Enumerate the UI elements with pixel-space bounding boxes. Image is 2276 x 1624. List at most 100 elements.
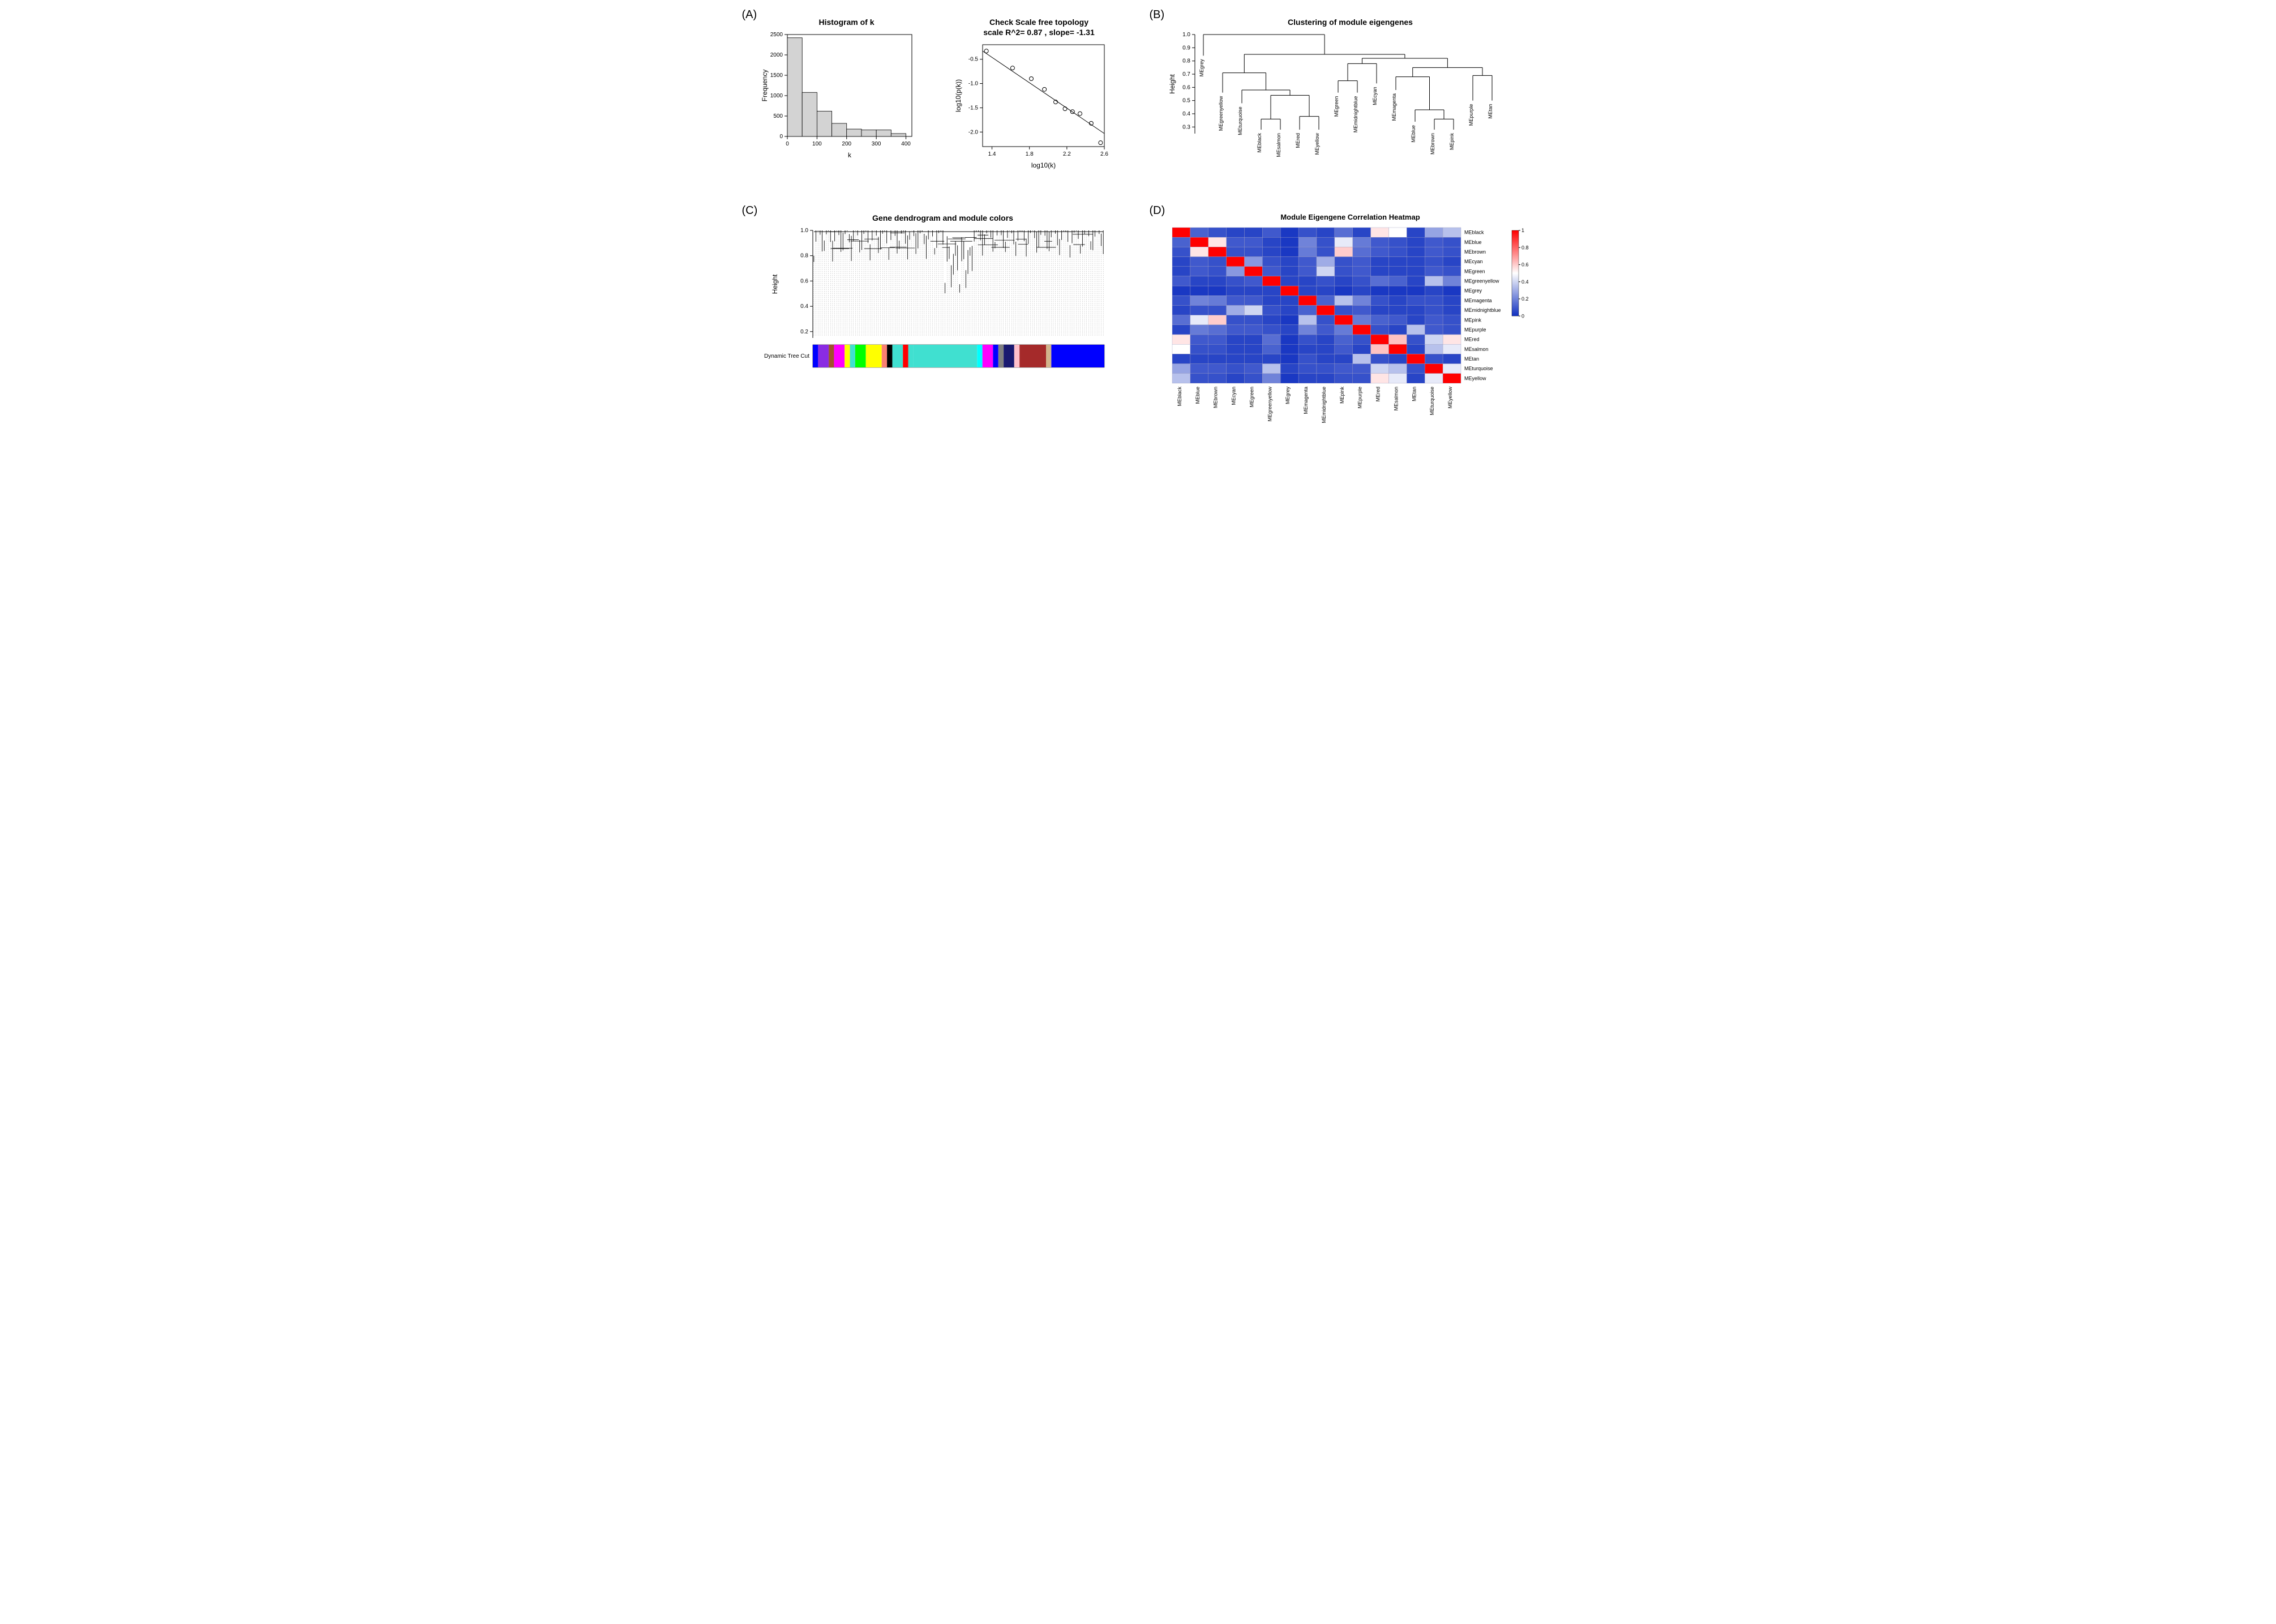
svg-text:k: k [848,151,852,159]
panel-a: (A) Histogram of k 0 100 200 300 400 0 500 1000… [742,11,1127,190]
svg-text:MEyellow: MEyellow [1447,387,1453,409]
svg-text:0.3: 0.3 [1182,125,1190,131]
panel-c: (C) Gene dendrogram and module colors 0.… [742,207,1127,429]
svg-text:MEtan: MEtan [1464,356,1479,362]
svg-text:1000: 1000 [770,93,783,99]
svg-text:MEblue: MEblue [1464,239,1482,245]
histogram-svg: 0 100 200 300 400 0 500 1000 1500 2000 2500 k Freque… [759,32,918,162]
svg-text:MEmagenta: MEmagenta [1391,93,1397,121]
svg-text:MEbrown: MEbrown [1464,249,1486,255]
scatter-title: Check Scale free topology scale R^2= 0.8… [951,17,1127,37]
scatter-chart: Check Scale free topology scale R^2= 0.8… [951,17,1127,172]
histogram-title: Histogram of k [759,17,935,27]
svg-text:Frequency: Frequency [761,70,769,102]
svg-text:MEpink: MEpink [1449,133,1455,151]
svg-text:MEgrey: MEgrey [1199,59,1205,77]
panel-c-label: (C) [742,204,758,217]
svg-text:200: 200 [842,141,851,147]
svg-text:0.4: 0.4 [800,303,808,310]
svg-text:1: 1 [1521,228,1524,233]
dendrogram-c-svg: 0.2 0.4 0.6 0.8 1.0 Height Dynamic Tree Cut [759,228,1110,397]
svg-text:1.4: 1.4 [988,151,996,157]
svg-text:MEred: MEred [1464,337,1480,342]
panel-b-label: (B) [1150,8,1165,22]
panel-d-label: (D) [1150,204,1165,217]
svg-text:2.2: 2.2 [1062,151,1070,157]
svg-text:500: 500 [773,113,783,119]
svg-text:MEgreen: MEgreen [1249,387,1254,408]
svg-text:0.9: 0.9 [1182,45,1190,52]
svg-text:1.8: 1.8 [1025,151,1033,157]
svg-text:MEyellow: MEyellow [1314,133,1320,155]
svg-text:0.8: 0.8 [800,253,808,259]
svg-text:0.4: 0.4 [1182,111,1190,117]
panel-b-title: Clustering of module eigengenes [1167,17,1535,27]
svg-text:0.4: 0.4 [1521,279,1529,285]
svg-text:0.8: 0.8 [1182,58,1190,65]
svg-text:MEpink: MEpink [1464,317,1482,323]
svg-text:MEmagenta: MEmagenta [1464,298,1492,303]
svg-text:MEgreenyellow: MEgreenyellow [1464,278,1499,284]
svg-text:MEgreenyellow: MEgreenyellow [1218,96,1224,131]
svg-text:0.6: 0.6 [1521,262,1529,268]
svg-text:2.6: 2.6 [1100,151,1108,157]
svg-text:Height: Height [1168,74,1176,94]
svg-text:2000: 2000 [770,52,783,58]
scatter-svg: 1.41.82.22.6-2.0-1.5-1.0-0.5log10(k)log1… [951,42,1110,172]
svg-text:300: 300 [871,141,881,147]
panel-d: (D) Module Eigengene Correlation Heatmap… [1150,207,1535,429]
svg-text:MEgreenyellow: MEgreenyellow [1267,387,1272,422]
histogram-chart: Histogram of k 0 100 200 300 400 0 500 1000 1500… [759,17,935,172]
svg-text:0: 0 [1521,313,1524,319]
svg-text:MEsalmon: MEsalmon [1393,387,1399,411]
svg-text:-2.0: -2.0 [968,130,978,136]
svg-text:MEcyan: MEcyan [1372,87,1378,106]
svg-text:MEturquoise: MEturquoise [1237,107,1243,136]
svg-text:0: 0 [786,141,789,147]
svg-text:2500: 2500 [770,32,783,38]
svg-text:0.2: 0.2 [800,329,808,335]
dendrogram-b-svg: 0.30.40.50.60.70.80.91.0HeightMEgreyMEgr… [1167,32,1506,190]
svg-text:MEsalmon: MEsalmon [1276,133,1281,157]
heatmap-svg: MEblackMEblueMEbrownMEcyanMEgreenMEgreen… [1167,225,1529,429]
svg-text:MEpink: MEpink [1339,387,1344,404]
panel-b: (B) Clustering of module eigengenes 0.3 0… [1150,11,1535,190]
svg-text:0.2: 0.2 [1521,296,1529,302]
svg-text:100: 100 [812,141,822,147]
panel-d-title: Module Eigengene Correlation Heatmap [1167,213,1535,221]
svg-text:1.0: 1.0 [800,228,808,234]
svg-text:MEtan: MEtan [1488,104,1493,119]
svg-text:MEblack: MEblack [1257,133,1262,153]
panel-a-label: (A) [742,8,757,22]
svg-text:MEgreen: MEgreen [1334,96,1339,117]
svg-text:MEpurple: MEpurple [1357,387,1362,409]
svg-text:0: 0 [779,134,783,140]
svg-text:MEred: MEred [1375,387,1381,402]
svg-text:MEpurple: MEpurple [1468,104,1474,126]
svg-text:Height: Height [771,274,779,294]
svg-text:MEgrey: MEgrey [1285,387,1291,405]
svg-text:MEmidnightblue: MEmidnightblue [1464,307,1501,313]
svg-text:MEtan: MEtan [1411,387,1417,401]
svg-text:-0.5: -0.5 [968,57,978,63]
svg-text:MEmidnightblue: MEmidnightblue [1321,387,1326,423]
svg-text:MEgreen: MEgreen [1464,269,1485,275]
svg-text:Dynamic Tree Cut: Dynamic Tree Cut [764,353,809,359]
svg-text:MEturquoise: MEturquoise [1464,366,1493,371]
svg-text:MEpurple: MEpurple [1464,327,1486,333]
svg-text:MEred: MEred [1295,133,1301,148]
svg-text:-1.0: -1.0 [968,81,978,87]
svg-text:0.7: 0.7 [1182,71,1190,78]
svg-text:400: 400 [901,141,911,147]
svg-text:MEsalmon: MEsalmon [1464,346,1489,352]
svg-text:MEblue: MEblue [1194,387,1200,404]
svg-text:MEbrown: MEbrown [1430,133,1435,155]
svg-text:1.0: 1.0 [1182,32,1190,38]
svg-text:0.6: 0.6 [1182,85,1190,91]
svg-text:0.6: 0.6 [800,278,808,285]
svg-text:0.8: 0.8 [1521,245,1529,250]
svg-text:MEmagenta: MEmagenta [1303,387,1309,414]
svg-text:MEcyan: MEcyan [1231,387,1236,405]
svg-text:MEcyan: MEcyan [1464,259,1483,264]
svg-text:1500: 1500 [770,72,783,79]
